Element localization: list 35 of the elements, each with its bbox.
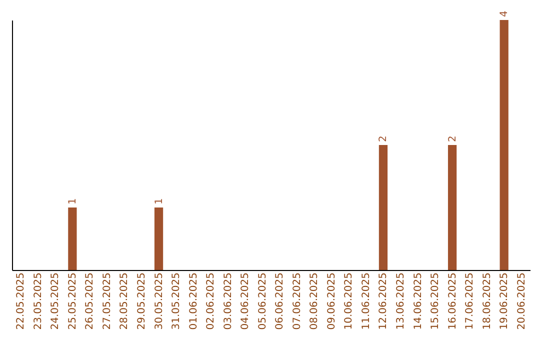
x-tick-label: 12.06.2025 [378,272,390,330]
data-label: 2 [378,136,390,142]
data-label: 2 [447,136,458,142]
x-tick-label: 17.06.2025 [464,272,476,330]
data-label: 1 [154,198,165,204]
x-tick-label: 10.06.2025 [344,272,355,330]
data-label: 1 [67,198,78,204]
x-tick-label: 22.05.2025 [16,272,27,330]
x-tick-label: 18.06.2025 [482,272,493,330]
x-tick-label: 20.06.2025 [516,272,528,330]
x-tick-label: 14.06.2025 [412,272,424,330]
x-tick-label: 23.05.2025 [32,272,44,330]
x-tick-label: 01.06.2025 [188,272,200,330]
x-tick-label: 19.06.2025 [499,272,510,330]
x-tick-label: 13.06.2025 [396,272,406,330]
x-tick-label: 11.06.2025 [360,272,372,330]
x-tick-label: 16.06.2025 [447,272,458,330]
x-tick-label: 04.06.2025 [240,272,252,330]
x-tick-label: 02.06.2025 [206,272,217,330]
x-tick-label: 06.06.2025 [274,272,286,330]
x-tick-label: 15.06.2025 [430,272,442,330]
x-tick-label: 03.06.2025 [222,272,234,330]
x-tick-label: 05.06.2025 [257,272,268,330]
x-tick-label: 27.05.2025 [102,272,113,330]
x-tick-label: 08.06.2025 [309,272,320,330]
data-label: 4 [499,10,510,17]
x-tick-label: 25.05.2025 [67,272,78,330]
x-tick-label: 26.05.2025 [84,272,96,330]
x-tick-label: 29.05.2025 [136,272,148,330]
x-tick-label: 07.06.2025 [292,272,303,330]
x-tick-label: 31.05.2025 [171,272,182,330]
x-tick-label: 24.05.2025 [50,272,62,330]
x-tick-label: 09.06.2025 [326,272,338,330]
x-tick-label: 30.05.2025 [154,272,165,330]
x-tick-label: 28.05.2025 [119,272,130,330]
